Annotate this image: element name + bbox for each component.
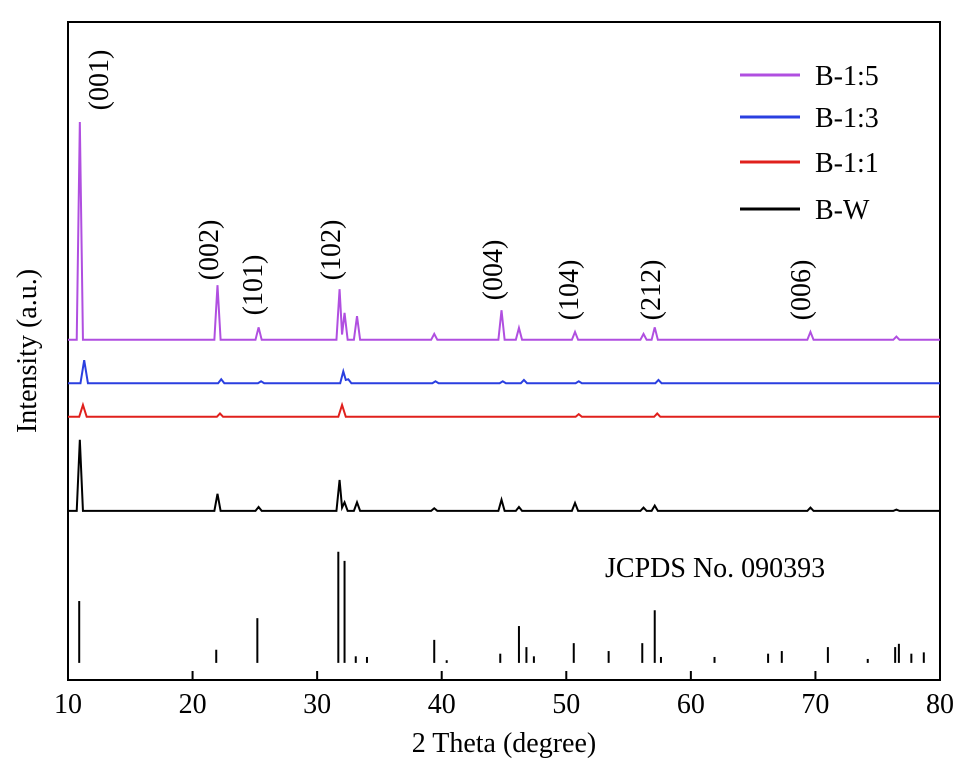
peak-label: (101) <box>238 255 269 316</box>
legend-label: B-1:5 <box>815 61 879 92</box>
peak-label: (104) <box>554 260 585 321</box>
peak-label: (002) <box>194 220 225 281</box>
x-tick-label: 60 <box>677 689 705 720</box>
peak-label: (102) <box>316 220 347 281</box>
x-tick-label: 10 <box>54 689 82 720</box>
x-tick-label: 30 <box>303 689 331 720</box>
x-tick-label: 20 <box>179 689 207 720</box>
legend-label: B-1:3 <box>815 103 879 134</box>
legend-label: B-W <box>815 195 870 226</box>
xrd-pattern <box>68 401 940 418</box>
x-tick-label: 70 <box>801 689 829 720</box>
xrd-pattern <box>68 439 940 512</box>
x-tick-label: 80 <box>926 689 954 720</box>
xrd-pattern <box>68 360 940 385</box>
peak-label: (001) <box>84 50 115 111</box>
legend-label: B-1:1 <box>815 148 879 179</box>
peak-label: (006) <box>786 260 817 321</box>
x-tick-label: 50 <box>552 689 580 720</box>
xrd-pattern <box>68 122 940 341</box>
reference-label: JCPDS No. 090393 <box>605 553 825 584</box>
x-axis-label: 2 Theta (degree) <box>412 728 597 759</box>
y-axis-label: Intensity (a.u.) <box>12 269 43 433</box>
peak-label: (212) <box>636 260 667 321</box>
plot-frame <box>67 21 941 681</box>
peak-label: (004) <box>478 240 509 301</box>
x-tick-label: 40 <box>428 689 456 720</box>
